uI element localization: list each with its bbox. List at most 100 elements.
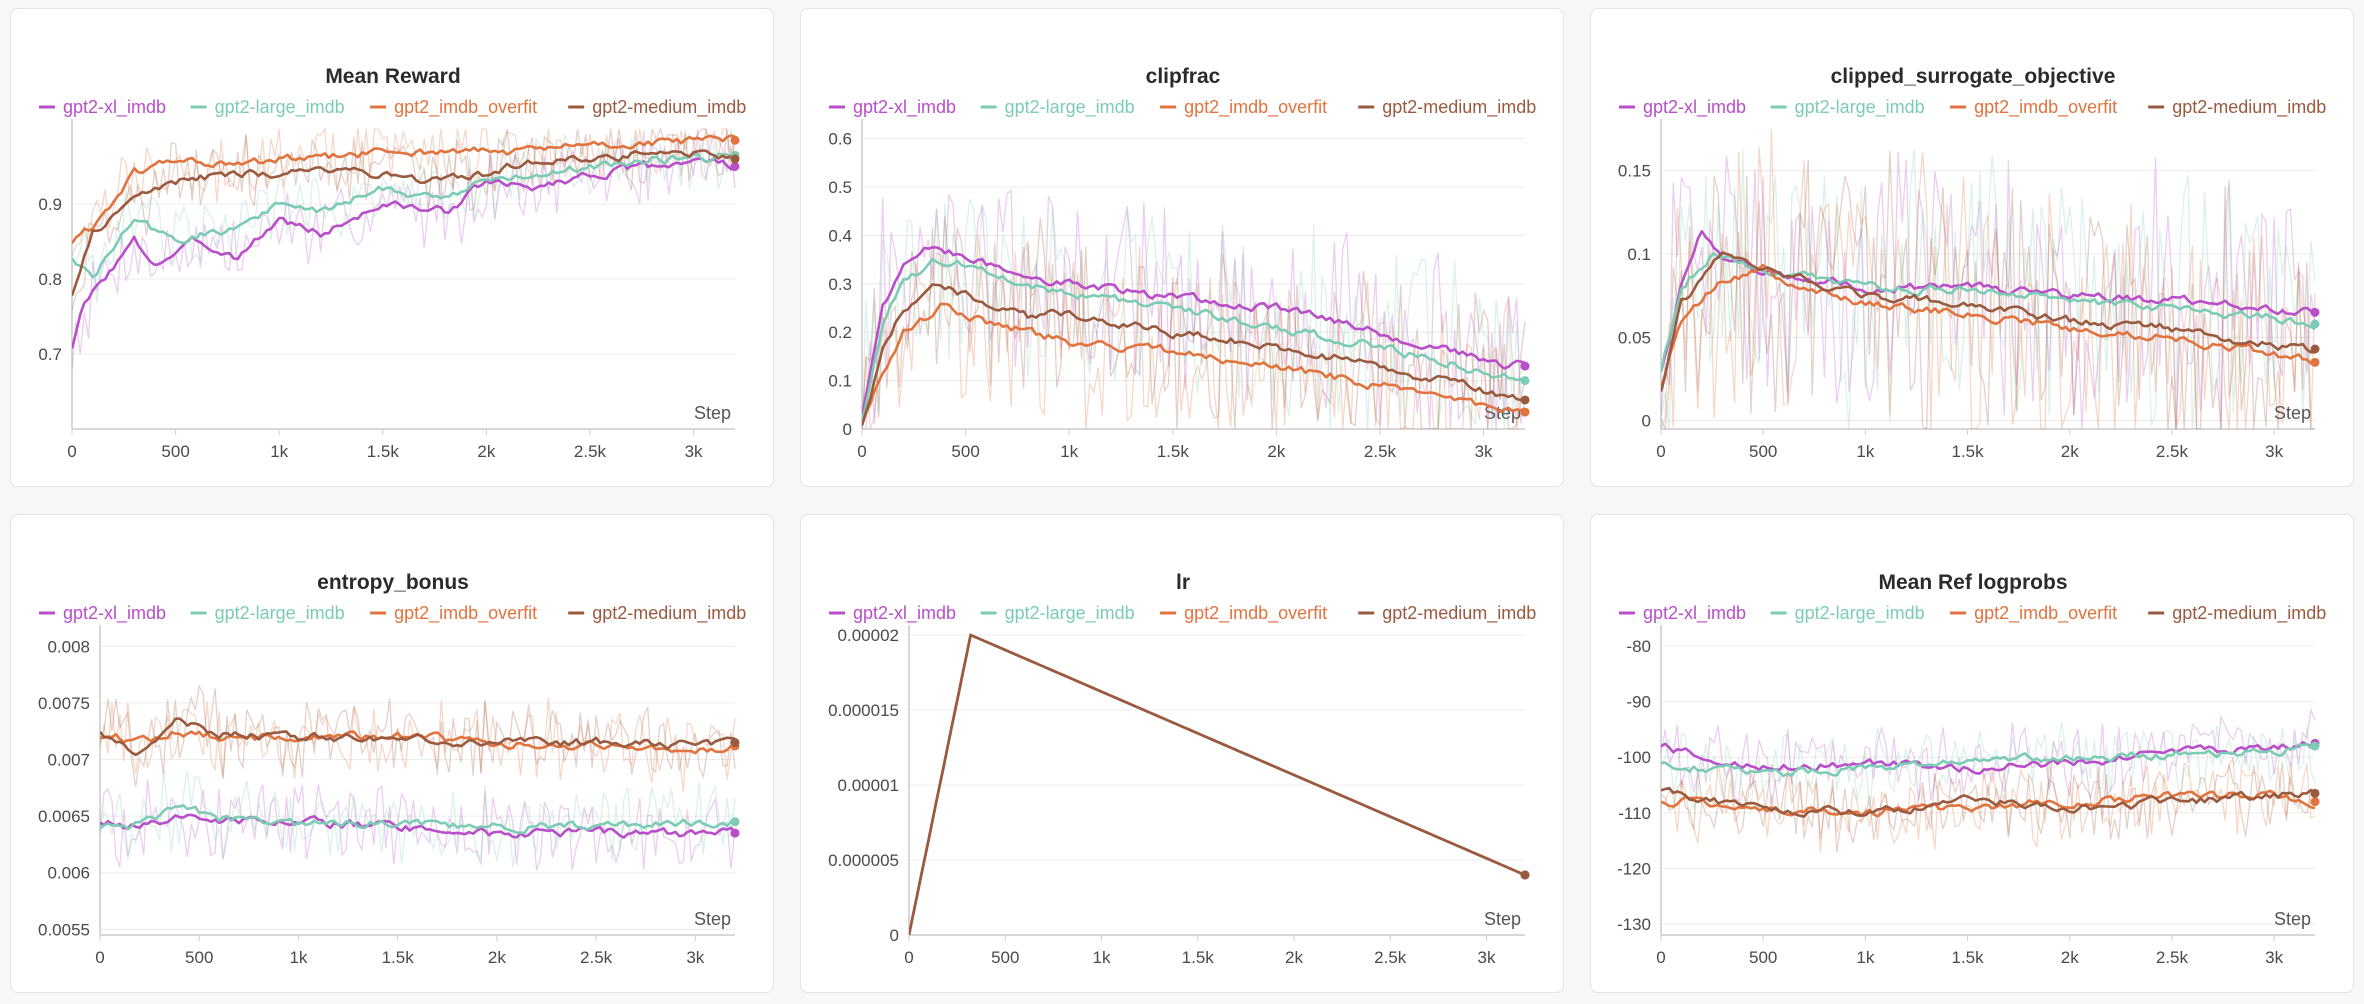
legend-item-gpt2-medium-imdb[interactable]: gpt2-medium_imdb [568, 603, 746, 624]
x-tick-label: 0 [1656, 948, 1665, 967]
legend-label: gpt2-large_imdb [1795, 603, 1925, 624]
legend-item-gpt2-large-imdb[interactable]: gpt2-large_imdb [190, 603, 345, 624]
legend-item-gpt2-large-imdb[interactable]: gpt2-large_imdb [1770, 97, 1925, 118]
series-line-gpt2-xl-imdb[interactable] [862, 246, 1526, 417]
legend-item-gpt2-medium-imdb[interactable]: gpt2-medium_imdb [568, 97, 746, 118]
panel-mean-ref-logprobs[interactable]: Mean Ref logprobs gpt2-xl_imdb gpt2-large_… [1590, 514, 2354, 993]
series-noise-gpt2-large-imdb [862, 198, 1526, 429]
series-line-gpt2-medium-imdb[interactable] [862, 283, 1526, 426]
x-axis-label: Step [694, 403, 731, 423]
series-line-gpt2-medium-imdb[interactable] [1661, 251, 2315, 392]
legend-item-gpt2-medium-imdb[interactable]: gpt2-medium_imdb [2148, 97, 2326, 118]
panel-entropy-bonus[interactable]: entropy_bonus gpt2-xl_imdb gpt2-large_imdb… [10, 514, 774, 993]
legend-item-gpt2-imdb-overfit[interactable]: gpt2_imdb_overfit [1160, 603, 1327, 624]
series-noise-gpt2-xl-imdb [1661, 707, 2316, 807]
series-end-point-gpt2-medium-imdb [730, 154, 740, 164]
series-line-gpt2-large-imdb[interactable] [72, 152, 736, 279]
series-end-point-gpt2-xl-imdb [1520, 361, 1530, 371]
legend-item-gpt2-large-imdb[interactable]: gpt2-large_imdb [980, 97, 1135, 118]
plot-area [72, 127, 736, 370]
legend-item-gpt2-imdb-overfit[interactable]: gpt2_imdb_overfit [370, 603, 537, 624]
series-line-gpt2-large-imdb[interactable] [1661, 252, 2316, 372]
chart-title: Mean Ref logprobs [1878, 571, 2067, 594]
series-line-gpt2-medium-imdb[interactable] [1661, 786, 2316, 818]
panel-lr[interactable]: lr gpt2-xl_imdb gpt2-large_imdb gpt2_imdb_o… [800, 514, 1564, 993]
series-line-gpt2-medium-imdb[interactable] [72, 149, 736, 297]
legend-item-gpt2-xl-imdb[interactable]: gpt2-xl_imdb [1619, 97, 1746, 118]
series-line-gpt2-imdb-overfit[interactable] [72, 134, 736, 244]
series-end-point-gpt2-imdb-overfit [2310, 797, 2320, 807]
legend-item-gpt2-medium-imdb[interactable]: gpt2-medium_imdb [1358, 97, 1536, 118]
chart-title: clipped_surrogate_objective [1831, 65, 2116, 88]
legend-item-gpt2-large-imdb[interactable]: gpt2-large_imdb [190, 97, 345, 118]
series-end-point-gpt2-large-imdb [2310, 741, 2320, 751]
series-noise-gpt2-imdb-overfit [862, 233, 1526, 429]
panel-clipped-surrogate-objective[interactable]: clipped_surrogate_objective gpt2-xl_imdb g… [1590, 8, 2354, 487]
x-tick-label: 1k [270, 442, 288, 461]
y-tick-label: 0.007 [47, 751, 90, 770]
x-tick-label: 1k [1856, 442, 1874, 461]
series-line-gpt2-xl-imdb[interactable] [1661, 741, 2316, 775]
legend-item-gpt2-imdb-overfit[interactable]: gpt2_imdb_overfit [1950, 97, 2117, 118]
series-noise-gpt2-xl-imdb [1661, 152, 2316, 429]
panel-mean-reward[interactable]: Mean Reward gpt2-xl_imdb gpt2-large_imdb gp… [10, 8, 774, 487]
legend-label: gpt2_imdb_overfit [394, 603, 537, 624]
x-tick-label: 1.5k [382, 948, 415, 967]
legend-label: gpt2-medium_imdb [592, 603, 746, 624]
series-line-gpt2-imdb-overfit[interactable] [862, 302, 1526, 426]
legend-item-gpt2-xl-imdb[interactable]: gpt2-xl_imdb [829, 97, 956, 118]
legend-label: gpt2-medium_imdb [2172, 603, 2326, 624]
legend-item-gpt2-xl-imdb[interactable]: gpt2-xl_imdb [829, 603, 956, 624]
series-line-gpt2-medium-imdb[interactable] [909, 633, 1526, 935]
y-tick-label: 0.000005 [828, 851, 899, 870]
x-tick-label: 500 [185, 948, 213, 967]
x-tick-label: 2k [488, 948, 506, 967]
y-tick-label: 0.00001 [838, 776, 899, 795]
legend-item-gpt2-large-imdb[interactable]: gpt2-large_imdb [980, 603, 1135, 624]
series-end-point-gpt2-medium-imdb [2310, 344, 2320, 354]
y-tick-label: 0.15 [1618, 162, 1651, 181]
x-tick-label: 0 [1656, 442, 1665, 461]
legend-label: gpt2-medium_imdb [1382, 603, 1536, 624]
plot-area [909, 633, 1526, 935]
legend-label: gpt2-xl_imdb [63, 97, 166, 118]
x-tick-label: 3k [686, 948, 704, 967]
x-axis-label: Step [694, 909, 731, 929]
legend-item-gpt2-medium-imdb[interactable]: gpt2-medium_imdb [2148, 603, 2326, 624]
series-line-gpt2-large-imdb[interactable] [862, 257, 1526, 422]
x-tick-label: 2.5k [1364, 442, 1397, 461]
y-tick-label: 0.5 [828, 178, 852, 197]
panel-clipfrac[interactable]: clipfrac gpt2-xl_imdb gpt2-large_imdb gpt2_… [800, 8, 1564, 487]
series-end-point-gpt2-large-imdb [730, 817, 740, 827]
chart-clipped-surrogate-objective: clipped_surrogate_objective gpt2-xl_imdb g… [1618, 65, 2326, 461]
series-line-gpt2-large-imdb[interactable] [100, 804, 736, 835]
chart-mean-reward: Mean Reward gpt2-xl_imdb gpt2-large_imdb gp… [38, 65, 746, 461]
y-tick-label: -110 [1618, 804, 1651, 823]
legend-item-gpt2-imdb-overfit[interactable]: gpt2_imdb_overfit [1160, 97, 1327, 118]
legend-item-gpt2-xl-imdb[interactable]: gpt2-xl_imdb [39, 603, 166, 624]
legend-label: gpt2-medium_imdb [2172, 97, 2326, 118]
legend-item-gpt2-xl-imdb[interactable]: gpt2-xl_imdb [39, 97, 166, 118]
x-tick-label: 3k [2265, 948, 2283, 967]
series-line-gpt2-medium-imdb[interactable] [100, 717, 736, 757]
y-tick-label: 0.7 [38, 345, 62, 364]
series-line-gpt2-xl-imdb[interactable] [100, 813, 736, 839]
legend-item-gpt2-imdb-overfit[interactable]: gpt2_imdb_overfit [1950, 603, 2117, 624]
x-tick-label: 0 [95, 948, 104, 967]
series-line-gpt2-large-imdb[interactable] [1661, 742, 2316, 778]
legend-item-gpt2-medium-imdb[interactable]: gpt2-medium_imdb [1358, 603, 1536, 624]
legend-label: gpt2-xl_imdb [1643, 97, 1746, 118]
legend-item-gpt2-xl-imdb[interactable]: gpt2-xl_imdb [1619, 603, 1746, 624]
x-tick-label: 2k [2061, 442, 2079, 461]
x-tick-label: 500 [1749, 442, 1777, 461]
x-axis-label: Step [2274, 909, 2311, 929]
series-end-point-gpt2-imdb-overfit [730, 135, 740, 145]
x-tick-label: 2k [1267, 442, 1285, 461]
series-line-gpt2-imdb-overfit[interactable] [1661, 263, 2316, 389]
series-end-point-gpt2-medium-imdb [1520, 870, 1530, 880]
y-tick-label: 0.006 [47, 864, 90, 883]
x-tick-label: 1.5k [1951, 442, 1984, 461]
legend-item-gpt2-large-imdb[interactable]: gpt2-large_imdb [1770, 603, 1925, 624]
legend-item-gpt2-imdb-overfit[interactable]: gpt2_imdb_overfit [370, 97, 537, 118]
